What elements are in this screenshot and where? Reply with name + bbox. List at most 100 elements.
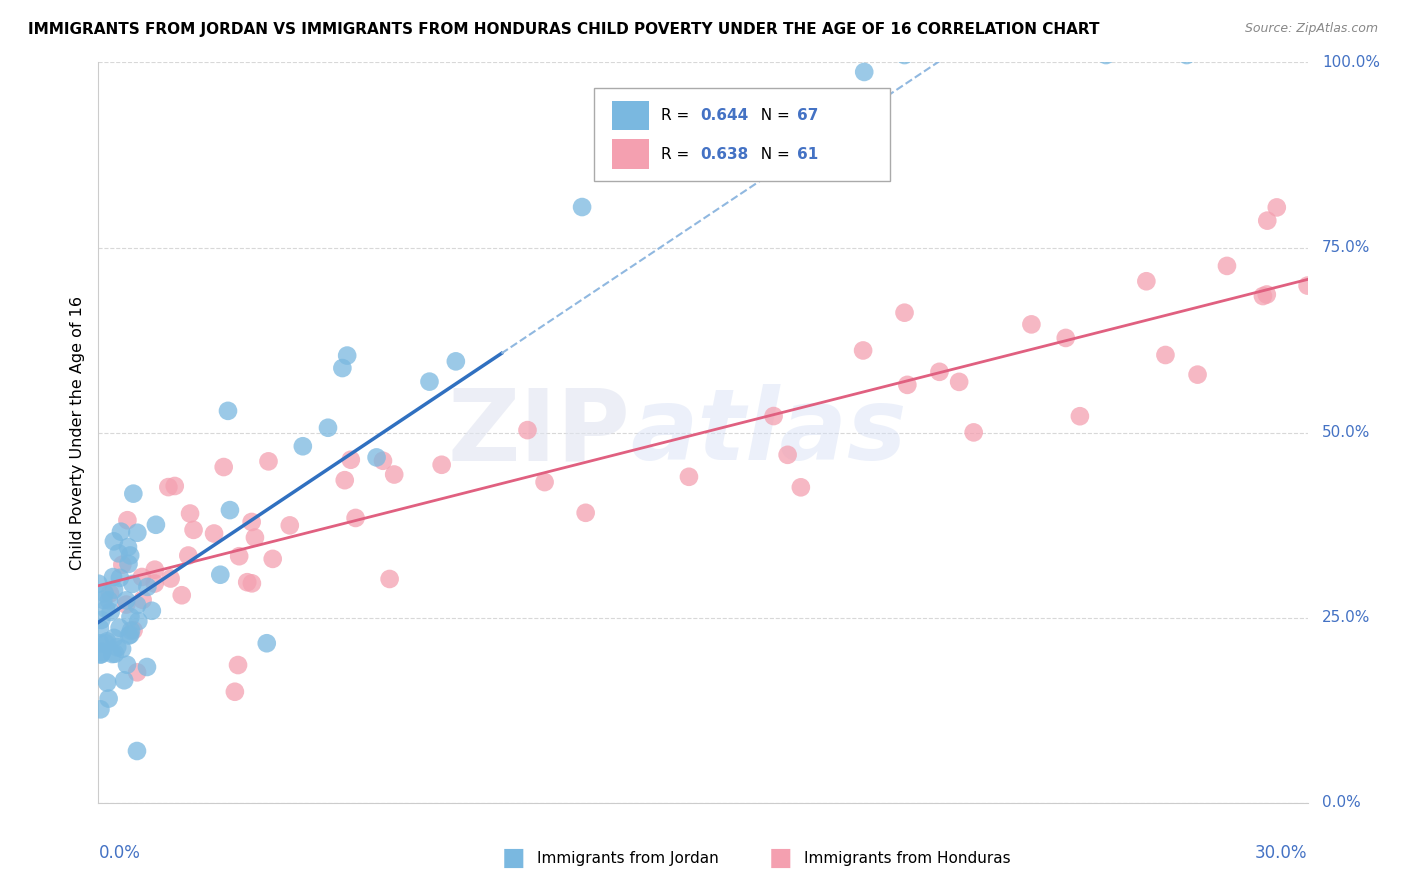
Point [89,702,111,716]
Point [852,343,875,358]
Point [108,571,131,585]
Point [159,572,181,586]
Point [93,586,115,600]
Text: Source: ZipAtlas.com: Source: ZipAtlas.com [1244,22,1378,36]
Point [170,588,193,602]
Point [209,567,232,582]
Text: 0.0%: 0.0% [1322,796,1361,810]
Point [120,627,142,641]
Point [516,423,538,437]
Point [103,582,125,597]
Text: 0.638: 0.638 [700,146,749,161]
Point [117,513,139,527]
Text: Immigrants from Jordan: Immigrants from Jordan [537,851,718,865]
Point [1265,201,1288,215]
Point [125,744,148,758]
Point [127,665,149,680]
Point [127,525,149,540]
Text: N =: N = [751,109,794,123]
Point [179,507,201,521]
Point [103,534,125,549]
Point [256,636,278,650]
Point [896,377,918,392]
Point [236,575,259,590]
Point [110,524,132,539]
Point [131,592,153,607]
Text: ZIP: ZIP [447,384,630,481]
Point [226,658,249,673]
Text: 0.0%: 0.0% [98,844,141,862]
Point [111,641,134,656]
Point [91,645,114,659]
Point [105,640,128,655]
Point [1154,348,1177,362]
Point [371,454,394,468]
Point [339,452,361,467]
Text: 100.0%: 100.0% [1322,55,1381,70]
FancyBboxPatch shape [613,101,648,130]
Point [1175,48,1198,62]
Text: R =: R = [661,146,693,161]
Point [117,540,139,554]
Point [127,614,149,628]
Point [1187,368,1209,382]
Point [115,598,138,612]
Point [89,621,111,635]
Text: IMMIGRANTS FROM JORDAN VS IMMIGRANTS FROM HONDURAS CHILD POVERTY UNDER THE AGE O: IMMIGRANTS FROM JORDAN VS IMMIGRANTS FRO… [28,22,1099,37]
Point [143,576,166,591]
Point [651,99,673,113]
Point [344,511,367,525]
Text: 50.0%: 50.0% [1322,425,1371,440]
Point [1135,274,1157,288]
Point [118,628,141,642]
Point [378,572,401,586]
Point [101,647,124,661]
Text: N =: N = [751,146,794,161]
Point [382,467,405,482]
Point [136,660,159,674]
Point [90,613,112,627]
Point [115,593,138,607]
Point [963,425,986,440]
Point [100,605,122,619]
Point [122,624,145,638]
Point [87,576,110,591]
Point [163,479,186,493]
Point [240,576,263,591]
Point [1256,287,1278,301]
Point [98,586,121,600]
Point [97,691,120,706]
Text: 0.644: 0.644 [700,109,749,123]
Point [316,421,339,435]
Point [94,602,117,616]
Text: 75.0%: 75.0% [1322,240,1371,255]
Point [125,598,148,612]
Point [121,577,143,591]
Point [141,604,163,618]
Point [853,65,876,79]
Point [243,531,266,545]
Point [1216,259,1239,273]
Point [893,48,915,62]
Point [122,486,145,500]
Point [733,123,755,137]
Point [240,515,263,529]
Point [776,448,799,462]
Text: 61: 61 [797,146,818,161]
Point [1256,213,1278,227]
Point [571,200,593,214]
Point [219,503,242,517]
Point [91,593,114,607]
Point [157,480,180,494]
Point [143,563,166,577]
Text: 67: 67 [797,109,818,123]
Text: atlas: atlas [630,384,907,481]
Point [430,458,453,472]
Point [444,354,467,368]
Point [332,361,354,376]
Text: ■: ■ [502,847,524,870]
Point [228,549,250,564]
Point [111,558,134,572]
Point [89,636,111,650]
Point [790,480,813,494]
